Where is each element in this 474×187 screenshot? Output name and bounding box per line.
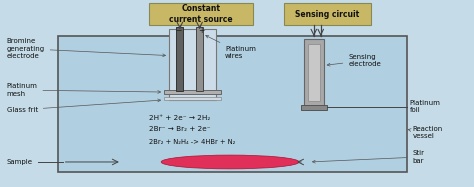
Bar	[196, 27, 202, 91]
Text: Sample: Sample	[7, 159, 33, 165]
Text: Sensing
electrode: Sensing electrode	[327, 54, 381, 67]
Text: Platinum
foil: Platinum foil	[410, 100, 440, 113]
Text: 2H⁺ + 2e⁻ → 2H₂: 2H⁺ + 2e⁻ → 2H₂	[149, 115, 210, 121]
Text: +: +	[198, 27, 205, 36]
Bar	[304, 39, 324, 108]
Text: Bromine
generating
electrode: Bromine generating electrode	[7, 38, 165, 59]
Bar	[169, 29, 216, 100]
Bar	[284, 3, 371, 25]
Ellipse shape	[161, 155, 299, 169]
Text: Platinum
wires: Platinum wires	[206, 36, 256, 59]
Text: 2Br₂ + N₂H₄ -> 4HBr + N₂: 2Br₂ + N₂H₄ -> 4HBr + N₂	[149, 139, 236, 145]
Text: 2Br⁻ → Br₂ + 2e⁻: 2Br⁻ → Br₂ + 2e⁻	[149, 126, 211, 132]
Text: Platinum
mesh: Platinum mesh	[7, 83, 161, 97]
Bar	[58, 36, 407, 172]
Bar	[164, 97, 221, 100]
Text: Sensing circuit: Sensing circuit	[295, 10, 360, 19]
Bar	[164, 90, 221, 94]
Text: Stir
bar: Stir bar	[312, 150, 424, 164]
Text: Reaction
vessel: Reaction vessel	[408, 126, 443, 139]
Bar	[176, 27, 183, 91]
Text: Constant
current source: Constant current source	[169, 4, 233, 24]
Text: −: −	[175, 27, 181, 36]
Text: Glass frit: Glass frit	[7, 99, 161, 113]
Bar	[149, 3, 253, 25]
Bar	[301, 105, 327, 110]
Bar	[308, 44, 320, 101]
